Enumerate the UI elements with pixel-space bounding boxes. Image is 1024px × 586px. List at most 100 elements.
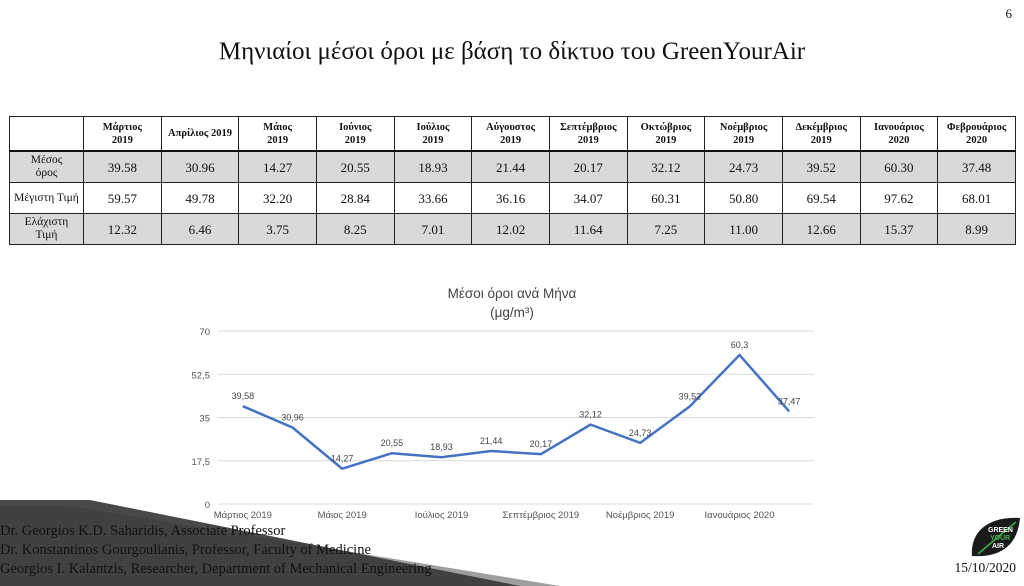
date-label: 15/10/2020	[954, 560, 1016, 575]
logo-line: GREEN	[988, 527, 1013, 534]
table-cell: 12.02	[471, 213, 550, 245]
data-label: 39,52	[679, 391, 702, 401]
table-cell: 30.96	[160, 150, 240, 183]
data-label: 30,96	[281, 412, 304, 422]
table-cell: 3.75	[238, 213, 317, 245]
header-text: Οκτώβριος	[640, 121, 692, 133]
row-label: Ελάχιστη Τιμή	[9, 213, 84, 245]
page-number: 6	[1005, 6, 1013, 21]
greenyourair-logo: GREEN YOUR AIR	[971, 517, 1020, 557]
row-label: Μέσος όρος	[9, 150, 84, 183]
table-cell: 60.31	[626, 182, 706, 214]
table-cell: 60.30	[859, 150, 939, 183]
table-cell: 32.20	[238, 182, 317, 214]
header-text: 2019	[344, 134, 366, 146]
author-line: Georgios I. Kalantzis, Researcher, Depar…	[0, 561, 432, 577]
header-text: 2019	[655, 134, 677, 146]
table-cell: 34.07	[548, 182, 628, 214]
data-label: 24,73	[629, 428, 652, 438]
row-label-text: Μέγιστη Τιμή	[14, 191, 79, 204]
table-cell: 68.01	[937, 182, 1016, 214]
table-cell: 7.25	[626, 213, 706, 245]
logo-line: AIR	[992, 543, 1004, 550]
table-header-cell: Νοέμβριος 2019	[704, 116, 783, 152]
table-cell: 69.54	[781, 182, 861, 214]
table-header-cell: Δεκέμβριος 2019	[781, 116, 861, 152]
y-tick-label: 0	[205, 500, 210, 511]
table-cell: 37.48	[937, 150, 1016, 183]
table-cell: 14.27	[238, 150, 317, 183]
header-text: Μάρτιος	[102, 121, 142, 133]
x-tick-label: Σεπτέμβριος 2019	[502, 510, 579, 520]
header-text: Νοέμβριος	[719, 121, 768, 133]
header-text: 2020	[888, 134, 910, 146]
row-label: Μέγιστη Τιμή	[9, 182, 84, 214]
table-header-cell: Μάιος 2019	[238, 116, 317, 152]
chart-title: Μέσοι όροι ανά Μήνα	[447, 286, 577, 301]
data-label: 60,3	[731, 340, 749, 350]
header-text: 2020	[966, 134, 988, 146]
table-row: Μέσος όρος 39.58 30.96 14.27 20.55 18.93 21.44 2…	[9, 150, 1016, 183]
table-cell: 36.16	[471, 182, 550, 214]
author-line: Dr. Konstantinos Gourgoulianis, Professo…	[0, 542, 371, 558]
header-text: 2019	[422, 134, 444, 146]
table-header-cell: Μάρτιος 2019	[83, 116, 162, 152]
table-cell: 28.84	[315, 182, 395, 214]
x-tick-label: Ιανουάριος 2020	[704, 510, 774, 520]
table-cell: 12.32	[83, 213, 162, 245]
table-cell: 8.25	[315, 213, 395, 245]
table-cell: 97.62	[859, 182, 939, 214]
header-text: Μάιος	[263, 121, 292, 133]
slide-title: Μηνιαίοι μέσοι όροι με βάση το δίκτυο το…	[218, 38, 806, 65]
table-row: Μέγιστη Τιμή 59.57 49.78 32.20 28.84 33.66 36.…	[9, 182, 1016, 214]
series-line	[242, 353, 791, 470]
header-text: 2019	[267, 134, 289, 146]
table-cell: 15.37	[859, 213, 939, 245]
table-cell: 7.01	[393, 213, 473, 245]
data-label: 32,12	[579, 410, 602, 420]
header-text: 2019	[733, 134, 755, 146]
header-text: 2019	[500, 134, 522, 146]
x-tick-label: Μάρτιος 2019	[214, 510, 272, 520]
data-label: 21,44	[480, 436, 503, 446]
y-tick-label: 70	[199, 327, 210, 338]
table-header-cell: Απρίλιος 2019	[160, 116, 240, 152]
table-header-cell: Φεβρουάριος 2020	[937, 116, 1016, 152]
table-header-cell: Σεπτέμβριος 2019	[548, 116, 628, 152]
y-tick-label: 17,5	[192, 457, 211, 468]
table-cell: 8.99	[937, 213, 1016, 245]
row-label-text: όρος	[35, 167, 58, 179]
header-text: Αύγουστος	[486, 121, 536, 133]
table-cell: 6.46	[160, 213, 240, 245]
header-text: 2019	[810, 134, 832, 146]
row-label-text: Τιμή	[35, 229, 58, 241]
header-text: Απρίλιος 2019	[168, 128, 232, 139]
logo-line: YOUR	[990, 535, 1010, 542]
table-cell: 24.73	[704, 150, 783, 183]
table-row: Ελάχιστη Τιμή 12.32 6.46 3.75 8.25 7.01 12.02 11…	[9, 213, 1016, 245]
y-tick-label: 52,5	[192, 370, 211, 381]
data-label: 18,93	[430, 442, 453, 452]
table-cell: 39.58	[83, 150, 162, 183]
table-cell: 59.57	[83, 182, 162, 214]
table-header-row: Μάρτιος 2019 Απρίλιος 2019 Μάιος 2019 Ιούνιος…	[9, 116, 1016, 152]
table-header-cell: Ιούλιος 2019	[393, 116, 473, 152]
author-line: Dr. Georgios K.D. Saharidis, Associate P…	[0, 523, 286, 539]
row-label-text: Ελάχιστη	[24, 216, 69, 228]
header-text: Σεπτέμβριος	[560, 121, 617, 133]
table-cell: 11.00	[704, 213, 783, 245]
table-header-cell: Οκτώβριος 2019	[626, 116, 706, 152]
x-tick-label: Νοέμβριος 2019	[606, 510, 674, 520]
header-text: Ιανουάριος	[874, 121, 924, 133]
table-header-cell: Ιούνιος 2019	[315, 116, 395, 152]
data-label: 20,17	[530, 439, 553, 449]
data-label: 39,58	[232, 391, 255, 401]
monthly-stats-table: Μάρτιος 2019 Απρίλιος 2019 Μάιος 2019 Ιούνιος…	[9, 116, 1016, 245]
header-text: Φεβρουάριος	[946, 121, 1007, 133]
header-text: 2019	[577, 134, 599, 146]
table-cell: 12.66	[781, 213, 861, 245]
table-cell: 20.55	[315, 150, 395, 183]
header-text: Δεκέμβριος	[795, 121, 847, 133]
data-label: 14,27	[331, 454, 354, 464]
table-header-cell: Αύγουστος 2019	[471, 116, 550, 152]
